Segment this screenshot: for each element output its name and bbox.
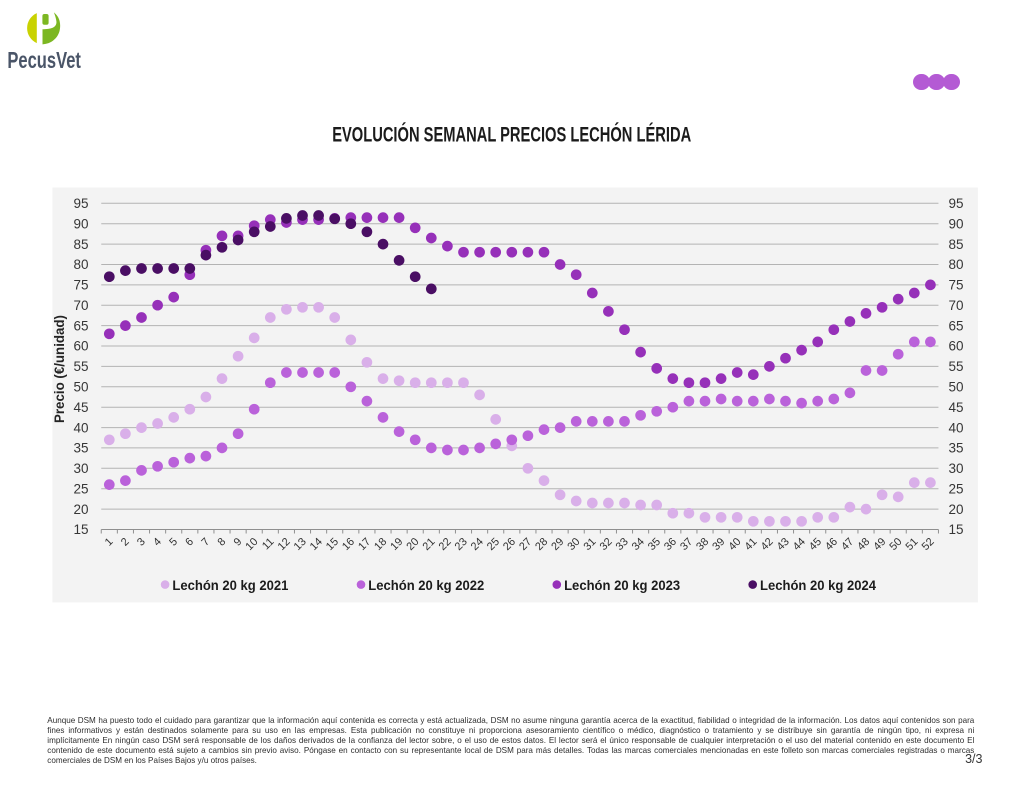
svg-text:20: 20 [73,502,88,517]
svg-text:80: 80 [73,257,88,272]
svg-text:60: 60 [949,339,964,354]
svg-text:60: 60 [73,339,88,354]
svg-text:55: 55 [73,359,88,374]
svg-text:90: 90 [949,216,964,231]
svg-text:45: 45 [949,400,964,415]
svg-text:75: 75 [73,278,88,293]
svg-text:25: 25 [73,481,88,496]
svg-text:Precio (€/unidad): Precio (€/unidad) [52,315,67,423]
svg-text:Lechón 20 kg 2024: Lechón 20 kg 2024 [760,577,876,593]
svg-text:30: 30 [949,461,964,476]
svg-text:45: 45 [73,400,88,415]
svg-text:40: 40 [73,420,88,435]
svg-text:15: 15 [73,522,88,537]
svg-text:Lechón 20 kg 2021: Lechón 20 kg 2021 [172,577,288,593]
svg-text:Lechón 20 kg 2023: Lechón 20 kg 2023 [564,577,680,593]
svg-text:85: 85 [949,237,964,252]
svg-text:35: 35 [949,441,964,456]
svg-text:40: 40 [949,420,964,435]
svg-text:65: 65 [949,318,964,333]
svg-text:EVOLUCIÓN SEMANAL PRECIOS LECH: EVOLUCIÓN SEMANAL PRECIOS LECHÓN LÉRIDA [332,123,691,147]
svg-text:Lechón 20 kg 2022: Lechón 20 kg 2022 [368,577,484,593]
svg-text:80: 80 [949,257,964,272]
svg-text:70: 70 [949,298,964,313]
svg-text:50: 50 [73,380,88,395]
svg-text:55: 55 [949,359,964,374]
svg-text:25: 25 [949,481,964,496]
svg-text:35: 35 [73,441,88,456]
svg-text:20: 20 [949,502,964,517]
svg-text:PecusVet: PecusVet [7,47,81,73]
svg-text:85: 85 [73,237,88,252]
svg-text:95: 95 [949,196,964,211]
svg-text:70: 70 [73,298,88,313]
svg-text:65: 65 [73,318,88,333]
svg-text:75: 75 [949,278,964,293]
svg-text:95: 95 [73,196,88,211]
svg-text:15: 15 [949,522,964,537]
svg-text:50: 50 [949,380,964,395]
svg-text:90: 90 [73,216,88,231]
svg-text:30: 30 [73,461,88,476]
